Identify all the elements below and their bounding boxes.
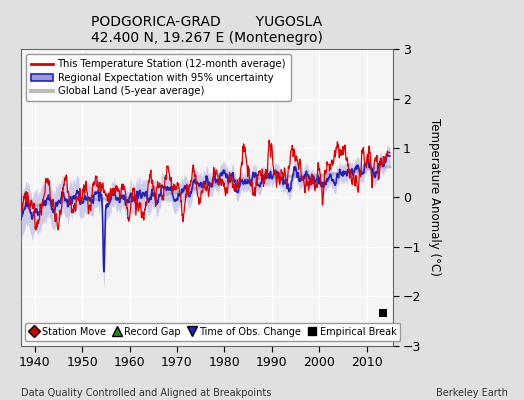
Text: Data Quality Controlled and Aligned at Breakpoints: Data Quality Controlled and Aligned at B… (21, 388, 271, 398)
Legend: Station Move, Record Gap, Time of Obs. Change, Empirical Break: Station Move, Record Gap, Time of Obs. C… (25, 323, 400, 341)
Title: PODGORICA-GRAD        YUGOSLA
42.400 N, 19.267 E (Montenegro): PODGORICA-GRAD YUGOSLA 42.400 N, 19.267 … (91, 15, 323, 45)
Text: Berkeley Earth: Berkeley Earth (436, 388, 508, 398)
Y-axis label: Temperature Anomaly (°C): Temperature Anomaly (°C) (428, 118, 441, 276)
